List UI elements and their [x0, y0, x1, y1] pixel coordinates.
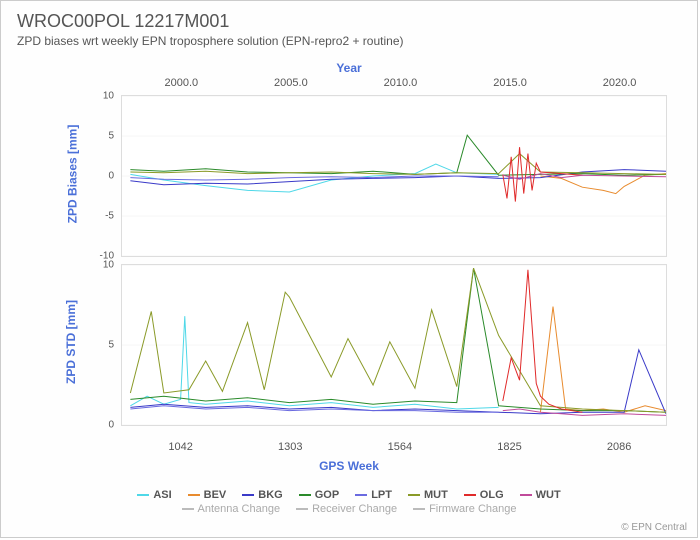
series-MUT — [130, 154, 666, 175]
legend-item-OLG[interactable]: OLG — [464, 489, 504, 501]
y-tick: 0 — [108, 171, 114, 182]
swatch-icon — [520, 494, 532, 496]
year-tick: 2020.0 — [603, 77, 637, 89]
legend-item-BKG[interactable]: BKG — [242, 489, 282, 501]
year-axis: 2000.0 2005.0 2010.0 2015.0 2020.0 — [121, 77, 667, 91]
y-tick: 10 — [103, 260, 114, 271]
legend-label: GOP — [315, 489, 339, 501]
y-tick: 5 — [108, 131, 114, 142]
chart-title: WROC00POL 12217M001 — [1, 1, 697, 34]
series-LPT — [130, 406, 498, 412]
std-plot — [122, 265, 666, 425]
swatch-icon — [355, 494, 367, 496]
y-tick: 5 — [108, 340, 114, 351]
legend-change-item[interactable]: Receiver Change — [296, 503, 397, 515]
legend-label: BEV — [204, 489, 227, 501]
std-yticks: 0510 — [82, 265, 118, 425]
top-axis-label: Year — [1, 61, 697, 75]
series-BEV — [540, 307, 666, 413]
swatch-icon — [188, 494, 200, 496]
swatch-icon — [408, 494, 420, 496]
legend-item-BEV[interactable]: BEV — [188, 489, 227, 501]
series-ASI — [130, 164, 498, 192]
y-label-std: ZPD STD [mm] — [64, 300, 78, 384]
x-tick: 1564 — [388, 441, 412, 453]
std-pane: 0510 — [121, 264, 667, 426]
legend-label: WUT — [536, 489, 561, 501]
swatch-icon — [413, 508, 425, 510]
x-tick: 1825 — [497, 441, 521, 453]
legend-change-item[interactable]: Antenna Change — [182, 503, 281, 515]
swatch-icon — [137, 494, 149, 496]
bias-plot — [122, 96, 666, 256]
x-tick: 1303 — [278, 441, 302, 453]
swatch-icon — [296, 508, 308, 510]
chart-container: WROC00POL 12217M001 ZPD biases wrt weekl… — [0, 0, 698, 538]
series-GOP — [130, 268, 666, 412]
bias-yticks: -10-50510 — [82, 96, 118, 256]
legend-label: MUT — [424, 489, 448, 501]
year-tick: 2010.0 — [384, 77, 418, 89]
credit-text: © EPN Central — [621, 522, 687, 533]
swatch-icon — [464, 494, 476, 496]
y-label-bias: ZPD Biases [mm] — [65, 125, 79, 224]
y-tick: 0 — [108, 420, 114, 431]
x-tick: 2086 — [607, 441, 631, 453]
series-ASI — [130, 316, 498, 409]
chart-area: ZPD Biases [mm] ZPD STD [mm] -10-50510 0… — [121, 95, 667, 455]
x-label: GPS Week — [1, 459, 697, 473]
legend: ASI BEV BKG GOP LPT MUT OLG WUT Antenna Change R… — [1, 487, 697, 515]
legend-item-MUT[interactable]: MUT — [408, 489, 448, 501]
swatch-icon — [182, 508, 194, 510]
series-GOP — [130, 135, 666, 175]
legend-item-LPT[interactable]: LPT — [355, 489, 392, 501]
bias-pane: -10-50510 — [121, 95, 667, 257]
legend-label: Receiver Change — [312, 503, 397, 515]
legend-label: LPT — [371, 489, 392, 501]
legend-item-WUT[interactable]: WUT — [520, 489, 561, 501]
y-tick: -5 — [105, 211, 114, 222]
legend-label: OLG — [480, 489, 504, 501]
legend-item-GOP[interactable]: GOP — [299, 489, 339, 501]
chart-subtitle: ZPD biases wrt weekly EPN troposphere so… — [1, 34, 697, 52]
legend-item-ASI[interactable]: ASI — [137, 489, 171, 501]
x-axis: 1042 1303 1564 1825 2086 — [121, 441, 667, 455]
legend-change-item[interactable]: Firmware Change — [413, 503, 516, 515]
series-MUT — [130, 268, 666, 412]
year-tick: 2000.0 — [164, 77, 198, 89]
legend-label: Antenna Change — [198, 503, 281, 515]
legend-label: BKG — [258, 489, 282, 501]
legend-label: Firmware Change — [429, 503, 516, 515]
year-tick: 2005.0 — [274, 77, 308, 89]
swatch-icon — [242, 494, 254, 496]
y-tick: 10 — [103, 91, 114, 102]
year-tick: 2015.0 — [493, 77, 527, 89]
swatch-icon — [299, 494, 311, 496]
legend-label: ASI — [153, 489, 171, 501]
x-tick: 1042 — [168, 441, 192, 453]
